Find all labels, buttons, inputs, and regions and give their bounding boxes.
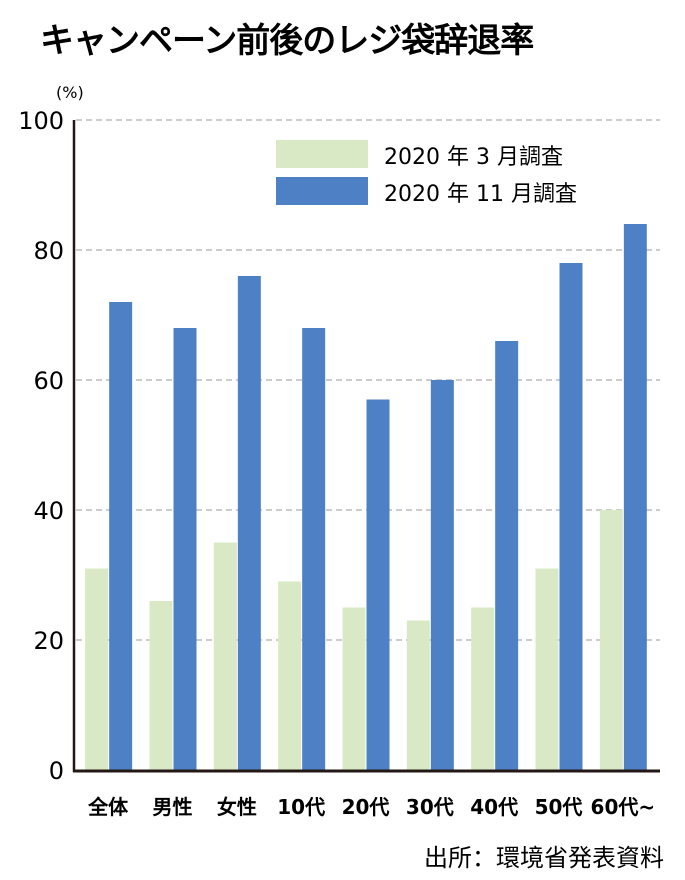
bar-november-6 [495,341,519,770]
y-tick-label: 20 [33,627,64,655]
bar-november-5 [430,380,454,770]
source-note: 出所：環境省発表資料 [424,844,664,872]
y-axis-unit: (%) [56,83,84,102]
bar-march-0 [85,568,109,770]
bar-november-4 [366,399,390,770]
y-tick-label: 40 [33,497,64,525]
x-tick-label: 男性 [153,795,193,819]
bars [85,224,647,770]
x-tick-label: 40代 [470,795,518,819]
bar-november-2 [237,276,261,770]
bar-november-8 [623,224,647,770]
x-tick-label: 10代 [277,795,325,819]
x-tick-label: 30代 [406,795,454,819]
legend-swatch-november [276,177,368,205]
legend-label-march: 2020 年 3 月調査 [384,145,563,170]
bar-november-1 [173,328,197,770]
bar-march-4 [342,607,366,770]
y-tick-label: 0 [49,757,64,785]
bar-march-8 [599,510,623,770]
y-tick-label: 60 [33,367,64,395]
bar-march-6 [471,607,495,770]
y-axis-ticks: 0 20 40 60 80 100 [18,107,64,785]
bar-november-7 [559,263,583,770]
bar-march-7 [535,568,559,770]
legend: 2020 年 3 月調査 2020 年 11 月調査 [276,140,577,207]
bar-november-3 [302,328,326,770]
bar-march-2 [213,542,237,770]
x-tick-label: 女性 [217,795,257,819]
x-axis-ticks: 全体 男性 女性 10代 20代 30代 40代 50代 60代~ [87,795,655,819]
x-tick-label: 60代~ [591,795,656,819]
bar-march-1 [149,601,173,770]
x-tick-label: 50代 [535,795,583,819]
bar-march-3 [278,581,302,770]
bar-march-5 [406,620,430,770]
legend-label-november: 2020 年 11 月調査 [384,182,577,207]
bar-november-0 [109,302,133,770]
x-tick-label: 20代 [342,795,390,819]
x-tick-label: 全体 [87,795,129,819]
legend-swatch-march [276,140,368,168]
y-tick-label: 80 [33,237,64,265]
chart-title: キャンペーン前後のレジ袋辞退率 [40,21,533,61]
y-tick-label: 100 [18,107,64,135]
